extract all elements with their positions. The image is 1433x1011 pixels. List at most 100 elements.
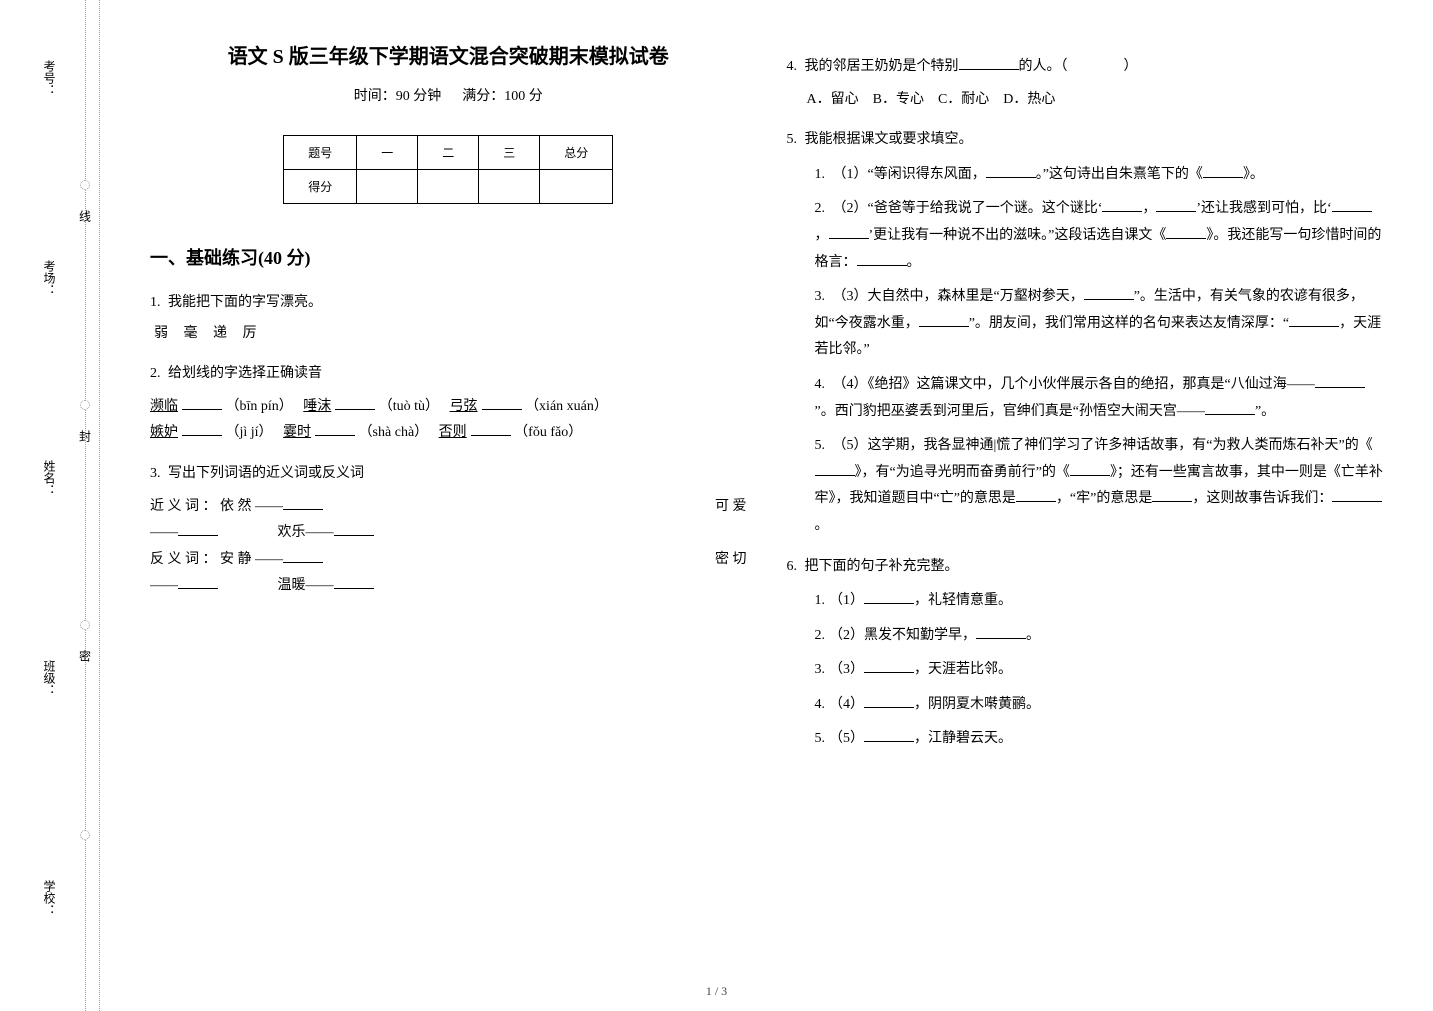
blank [1205,401,1255,415]
blank [864,659,914,673]
q4-text-b: 的人。（ ） [1019,59,1138,74]
blank [1016,488,1056,502]
seal-circle [80,180,90,190]
paper-title: 语文 S 版三年级下学期语文混合突破期末模拟试卷 [150,40,747,69]
q6-sub3: 3.（3），天涯若比邻。 [815,657,1384,684]
binding-label-name: 姓名： [41,460,58,496]
blank [976,625,1026,639]
q3-text: 写出下列词语的近义词或反义词 [168,466,364,481]
q5-sub3: 3. （3）大自然中，森林里是“万壑树参天，”。生活中，有关气象的农谚有很多，如… [815,284,1384,364]
q2-text: 给划线的字选择正确读音 [168,366,322,381]
question-1: 1. 我能把下面的字写漂亮。 弱 毫 递 厉 [150,290,747,347]
binding-label-room: 考场： [41,260,58,296]
q6-sub2: 2.（2）黑发不知勤学早，。 [815,623,1384,650]
blank [1332,198,1372,212]
td-score-label: 得分 [284,170,357,204]
q4-number: 4. [787,59,798,74]
q2-pinyin: （bīn pín） [226,399,286,414]
right-column: 4. 我的邻居王奶奶是个特别 的人。（ ） A．留心 B．专心 C．耐心 D．热心… [767,40,1404,971]
score-table-header-row: 题号 一 二 三 总分 [284,136,613,170]
blank [315,422,355,436]
blank [182,422,222,436]
blank [959,56,1019,70]
blank [986,164,1036,178]
binding-margin: 考号： 考场： 姓名： 班级： 学校： 线 封 密 [0,0,100,1011]
blank [482,396,522,410]
blank [864,694,914,708]
q1-number: 1. [150,295,161,310]
dotted-seal-line [85,0,86,1011]
blank [1102,198,1142,212]
question-6: 6. 把下面的句子补充完整。 1.（1），礼轻情意重。 2.（2）黑发不知勤学早… [787,554,1384,754]
q3-number: 3. [150,466,161,481]
q3-syn-line: 近 义 词 ： 依 然 —— 可 爱 [150,494,747,521]
q5-sublist: 1. （1）“等闲识得东风面，。”这句诗出自朱熹笔下的《》。 2. （2）“爸爸… [815,162,1384,540]
page-number: 1 / 3 [706,984,727,999]
blank [471,422,511,436]
blank [283,496,323,510]
seal-circle [80,620,90,630]
q5-number: 5. [787,132,798,147]
q5-sub5: 5. （5）这学期，我各显神通|慌了神们学习了许多神话故事，有“为救人类而炼石补… [815,433,1384,539]
q3-ant-line: 反 义 词 ： 安 静 —— 密 切 [150,547,747,574]
q2-word: 否则 [439,425,467,440]
q6-sub4: 4.（4），阴阴夏木啭黄鹂。 [815,692,1384,719]
seal-char: 密 [77,650,94,662]
th-total: 总分 [540,136,613,170]
content-columns: 语文 S 版三年级下学期语文混合突破期末模拟试卷 时间：90 分钟 满分：100… [100,0,1433,1011]
blank [1152,488,1192,502]
syn-label: 近 义 词 ： 依 然 —— [150,494,323,521]
q5-sub1: 1. （1）“等闲识得东风面，。”这句诗出自朱熹笔下的《》。 [815,162,1384,189]
q2-word: 濒临 [150,399,178,414]
q2-pinyin: （xián xuán） [525,399,608,414]
ant-word: 密 切 [715,547,747,574]
binding-label-class: 班级： [41,660,58,696]
q2-pinyin: （shà chà） [359,425,422,440]
q5-sub4: 4. （4）《绝招》这篇课文中，几个小伙伴展示各自的绝招，那真是“八仙过海——”… [815,372,1384,425]
blank [815,462,855,476]
q2-pinyin: （tuò tù） [379,399,432,414]
binding-label-school: 学校： [41,880,58,916]
section-1-heading: 一、基础练习(40 分) [150,244,747,270]
q2-line2: 嫉妒 （jì jí） 霎时 （shà chà） 否则 （fǒu fǎo） [150,420,747,447]
th-label: 题号 [284,136,357,170]
q5-sub2: 2. （2）“爸爸等于给我说了一个谜。这个谜比‘，’还让我感到可怕，比‘，’更让… [815,196,1384,276]
q5-text: 我能根据课文或要求填空。 [805,132,973,147]
question-3: 3. 写出下列词语的近义词或反义词 近 义 词 ： 依 然 —— 可 爱 —— … [150,461,747,600]
q3-ant-line2: —— 温暖—— [150,573,747,600]
blank [178,522,218,536]
q6-sublist: 1.（1），礼轻情意重。 2.（2）黑发不知勤学早，。 3.（3），天涯若比邻。… [815,588,1384,753]
blank [1315,374,1365,388]
blank [1156,198,1196,212]
blank [335,396,375,410]
blank [1084,286,1134,300]
blank [334,522,374,536]
blank [1289,313,1339,327]
q6-sub5: 5.（5），江静碧云天。 [815,726,1384,753]
q4-options: A．留心 B．专心 C．耐心 D．热心 [807,87,1384,114]
blank [283,549,323,563]
q6-number: 6. [787,559,798,574]
blank [919,313,969,327]
fullscore-label: 满分：100 分 [462,89,543,104]
q2-word: 弓弦 [450,399,478,414]
td-blank [540,170,613,204]
seal-circle [80,830,90,840]
blank [1332,488,1382,502]
left-column: 语文 S 版三年级下学期语文混合突破期末模拟试卷 时间：90 分钟 满分：100… [130,40,767,971]
blank [1166,225,1206,239]
seal-char: 线 [77,210,94,222]
td-blank [357,170,418,204]
question-4: 4. 我的邻居王奶奶是个特别 的人。（ ） A．留心 B．专心 C．耐心 D．热心 [787,54,1384,113]
seal-circle [80,400,90,410]
blank [1070,462,1110,476]
th-2: 二 [418,136,479,170]
q2-line1: 濒临 （bīn pín） 唾沫 （tuò tù） 弓弦 （xián xuán） [150,394,747,421]
syn-word: 可 爱 [715,494,747,521]
blank [829,225,869,239]
time-label: 时间：90 分钟 [354,89,442,104]
th-3: 三 [479,136,540,170]
q4-text-a: 我的邻居王奶奶是个特别 [805,59,959,74]
q6-text: 把下面的句子补充完整。 [805,559,959,574]
ant-label: 反 义 词 ： 安 静 —— [150,547,323,574]
